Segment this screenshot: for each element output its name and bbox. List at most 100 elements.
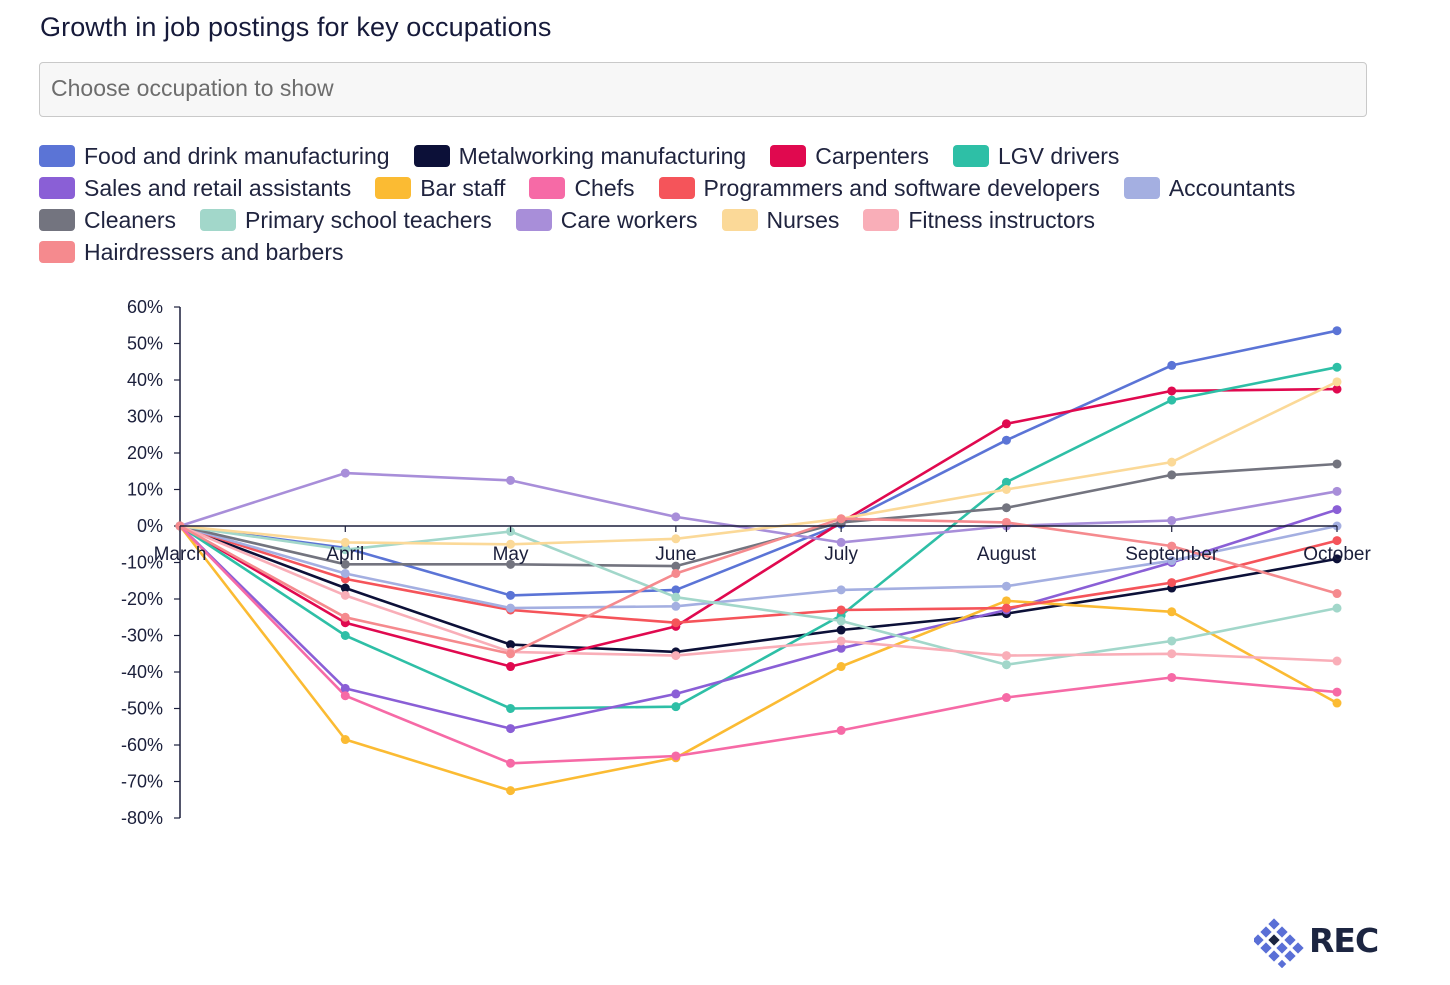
data-point-fitness-instructors[interactable] [1332,656,1342,666]
data-point-programmers-and-software-developers[interactable] [836,605,846,615]
data-point-lgv-drivers[interactable] [506,704,516,713]
legend-item-chefs[interactable]: Chefs [529,172,635,204]
legend-item-nurses[interactable]: Nurses [721,204,839,236]
data-point-programmers-and-software-developers[interactable] [671,618,681,628]
data-point-hairdressers-and-barbers[interactable] [506,649,516,659]
data-point-care-workers[interactable] [506,475,516,485]
data-point-metalworking-manufacturing[interactable] [1332,554,1342,564]
data-point-food-and-drink-manufacturing[interactable] [1167,360,1177,370]
data-point-care-workers[interactable] [671,512,681,522]
data-point-care-workers[interactable] [340,468,350,478]
data-point-programmers-and-software-developers[interactable] [1167,578,1177,588]
data-point-chefs[interactable] [1167,672,1177,682]
legend-item-fitness-instructors[interactable]: Fitness instructors [863,204,1095,236]
data-point-fitness-instructors[interactable] [1001,651,1011,661]
data-point-food-and-drink-manufacturing[interactable] [506,590,516,600]
data-point-cleaners[interactable] [1001,503,1011,513]
data-point-metalworking-manufacturing[interactable] [340,583,350,593]
series-line-lgv-drivers[interactable] [179,365,1338,710]
series-line-accountants[interactable] [179,524,1338,610]
data-point-nurses[interactable] [1167,457,1177,467]
legend-item-cleaners[interactable]: Cleaners [39,204,176,236]
data-point-bar-staff[interactable] [1167,607,1177,617]
data-point-cleaners[interactable] [671,561,681,571]
data-point-food-and-drink-manufacturing[interactable] [1332,326,1342,336]
data-point-carpenters[interactable] [506,662,516,672]
legend-item-metalworking-manufacturing[interactable]: Metalworking manufacturing [413,140,746,172]
legend-item-primary-school-teachers[interactable]: Primary school teachers [200,204,492,236]
data-point-bar-staff[interactable] [340,735,350,745]
data-point-primary-school-teachers[interactable] [1167,636,1177,646]
data-point-hairdressers-and-barbers[interactable] [1001,517,1011,527]
data-point-fitness-instructors[interactable] [340,590,350,600]
data-point-sales-and-retail-assistants[interactable] [506,724,516,734]
data-point-carpenters[interactable] [1167,386,1177,396]
data-point-hairdressers-and-barbers[interactable] [836,514,846,524]
data-point-food-and-drink-manufacturing[interactable] [671,585,681,595]
series-line-sales-and-retail-assistants[interactable] [179,508,1338,730]
data-point-nurses[interactable] [340,537,350,547]
data-point-chefs[interactable] [1001,693,1011,703]
series-line-care-workers[interactable] [179,471,1338,544]
data-point-chefs[interactable] [1332,687,1342,697]
data-point-lgv-drivers[interactable] [1332,362,1342,372]
legend-item-food-and-drink-manufacturing[interactable]: Food and drink manufacturing [39,140,390,172]
series-line-metalworking-manufacturing[interactable] [179,524,1338,654]
data-point-metalworking-manufacturing[interactable] [506,640,516,650]
data-point-nurses[interactable] [1332,377,1342,387]
data-point-hairdressers-and-barbers[interactable] [671,568,681,578]
data-point-primary-school-teachers[interactable] [1001,660,1011,670]
data-point-primary-school-teachers[interactable] [340,545,350,555]
data-point-chefs[interactable] [506,758,516,768]
legend-item-accountants[interactable]: Accountants [1123,172,1295,204]
data-point-nurses[interactable] [506,539,516,549]
data-point-lgv-drivers[interactable] [340,631,350,640]
data-point-accountants[interactable] [671,601,681,611]
legend-item-hairdressers-and-barbers[interactable]: Hairdressers and barbers [39,236,344,268]
data-point-chefs[interactable] [340,691,350,701]
data-point-bar-staff[interactable] [1001,596,1011,606]
data-point-accountants[interactable] [836,585,846,595]
data-point-chefs[interactable] [836,725,846,735]
data-point-accountants[interactable] [1167,556,1177,566]
legend-item-lgv-drivers[interactable]: LGV drivers [953,140,1119,172]
data-point-fitness-instructors[interactable] [1167,649,1177,659]
data-point-lgv-drivers[interactable] [1167,395,1177,405]
legend-item-bar-staff[interactable]: Bar staff [375,172,505,204]
data-point-sales-and-retail-assistants[interactable] [340,683,350,693]
data-point-bar-staff[interactable] [1332,698,1342,708]
series-line-fitness-instructors[interactable] [179,524,1338,663]
data-point-sales-and-retail-assistants[interactable] [836,643,846,653]
series-line-food-and-drink-manufacturing[interactable] [179,329,1338,597]
series-line-nurses[interactable] [179,380,1338,546]
data-point-cleaners[interactable] [1332,459,1342,469]
data-point-hairdressers-and-barbers[interactable] [1167,541,1177,551]
series-line-programmers-and-software-developers[interactable] [179,524,1338,625]
data-point-lgv-drivers[interactable] [1001,477,1011,487]
data-point-cleaners[interactable] [340,559,350,569]
legend-item-programmers-and-software-developers[interactable]: Programmers and software developers [658,172,1100,204]
data-point-fitness-instructors[interactable] [671,651,681,661]
data-point-sales-and-retail-assistants[interactable] [1332,505,1342,515]
occupation-select[interactable]: Choose occupation to show [39,62,1367,117]
data-point-lgv-drivers[interactable] [671,702,681,712]
data-point-carpenters[interactable] [1001,419,1011,429]
legend-item-care-workers[interactable]: Care workers [515,204,698,236]
data-point-care-workers[interactable] [836,537,846,547]
data-point-accountants[interactable] [340,568,350,578]
data-point-metalworking-manufacturing[interactable] [836,625,846,635]
data-point-care-workers[interactable] [1332,486,1342,496]
series-line-chefs[interactable] [179,525,1338,765]
series-line-bar-staff[interactable] [178,525,1338,792]
data-point-hairdressers-and-barbers[interactable] [1332,589,1342,599]
legend-item-sales-and-retail-assistants[interactable]: Sales and retail assistants [39,172,351,204]
data-point-primary-school-teachers[interactable] [1332,603,1342,613]
data-point-cleaners[interactable] [1167,470,1177,480]
data-point-fitness-instructors[interactable] [836,636,846,646]
data-point-hairdressers-and-barbers[interactable] [340,612,350,622]
data-point-carpenters[interactable] [1332,384,1342,394]
series-line-primary-school-teachers[interactable] [179,524,1338,667]
data-point-primary-school-teachers[interactable] [836,616,846,626]
data-point-sales-and-retail-assistants[interactable] [671,689,681,699]
data-point-accountants[interactable] [506,603,516,613]
